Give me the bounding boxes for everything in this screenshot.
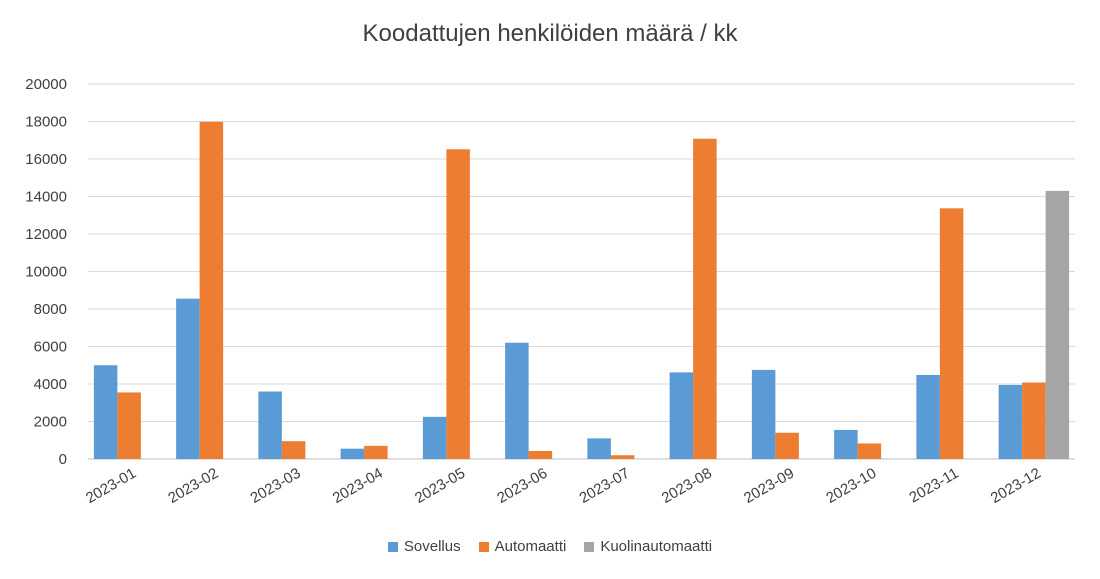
bar-sovellus-2023-08 — [669, 372, 694, 459]
chart-title: Koodattujen henkilöiden määrä / kk — [362, 20, 738, 47]
y-tick-label: 20000 — [25, 76, 67, 93]
bar-sovellus-2023-11 — [916, 375, 940, 459]
bar-automaatti-2023-06 — [528, 450, 553, 459]
y-tick-label: 12000 — [25, 226, 67, 243]
bar-automaatti-2023-08 — [693, 138, 717, 459]
legend: Sovellus Automaatti Kuolinautomaatti — [0, 538, 1100, 555]
bar-sovellus-2023-09 — [751, 369, 776, 459]
x-tick-label: 2023-10 — [823, 465, 879, 507]
legend-label-kuolinautomaatti: Kuolinautomaatti — [600, 538, 713, 555]
legend-item-automaatti: Automaatti — [478, 538, 567, 555]
bar-sovellus-2023-05 — [422, 416, 447, 459]
legend-label-sovellus: Sovellus — [403, 538, 461, 555]
y-tick-label: 18000 — [25, 114, 67, 131]
legend-item-kuolinautomaatti: Kuolinautomaatti — [584, 538, 712, 555]
x-tick-label: 2023-09 — [741, 465, 797, 507]
bar-sovellus-2023-06 — [505, 342, 529, 459]
x-tick-label: 2023-11 — [906, 465, 961, 507]
bar-automaatti-2023-02 — [199, 121, 224, 459]
y-tick-label: 6000 — [34, 339, 67, 356]
bar-sovellus-2023-01 — [93, 365, 118, 459]
legend-label-automaatti: Automaatti — [494, 538, 567, 555]
y-tick-label: 0 — [59, 451, 67, 468]
bar-kuolinautomaatti-2023-12 — [1045, 190, 1070, 459]
x-tick-label: 2023-07 — [576, 465, 632, 507]
x-tick-label: 2023-08 — [659, 465, 715, 507]
legend-swatch-kuolinautomaatti — [584, 541, 595, 552]
bar-automaatti-2023-05 — [446, 149, 470, 459]
x-tick-label: 2023-05 — [412, 465, 468, 507]
bar-sovellus-2023-10 — [834, 429, 858, 459]
bar-sovellus-2023-02 — [176, 298, 200, 459]
bar-automaatti-2023-03 — [281, 441, 306, 459]
bar-automaatti-2023-01 — [117, 392, 141, 459]
y-tick-label: 10000 — [25, 264, 67, 281]
bar-sovellus-2023-07 — [587, 438, 611, 459]
bar-automaatti-2023-11 — [939, 208, 964, 459]
legend-item-sovellus: Sovellus — [387, 538, 461, 555]
x-tick-label: 2023-02 — [165, 465, 221, 507]
x-tick-label: 2023-01 — [83, 465, 139, 507]
bar-automaatti-2023-04 — [364, 445, 388, 459]
bar-automaatti-2023-07 — [610, 455, 635, 459]
bar-sovellus-2023-04 — [340, 448, 365, 459]
y-tick-label: 4000 — [34, 376, 67, 393]
y-tick-label: 8000 — [34, 301, 67, 318]
bar-sovellus-2023-12 — [998, 384, 1023, 459]
x-tick-label: 2023-12 — [988, 465, 1044, 507]
x-tick-label: 2023-04 — [330, 465, 386, 507]
x-tick-label: 2023-06 — [494, 465, 550, 507]
x-tick-label: 2023-03 — [247, 465, 303, 507]
legend-swatch-sovellus — [387, 541, 398, 552]
bar-sovellus-2023-03 — [258, 391, 282, 459]
bar-automaatti-2023-12 — [1022, 382, 1046, 459]
bar-automaatti-2023-10 — [857, 443, 882, 459]
y-tick-label: 2000 — [34, 414, 67, 431]
bar-automaatti-2023-09 — [775, 432, 799, 459]
y-tick-label: 16000 — [25, 151, 67, 168]
y-tick-label: 14000 — [25, 189, 67, 206]
legend-swatch-automaatti — [478, 541, 489, 552]
